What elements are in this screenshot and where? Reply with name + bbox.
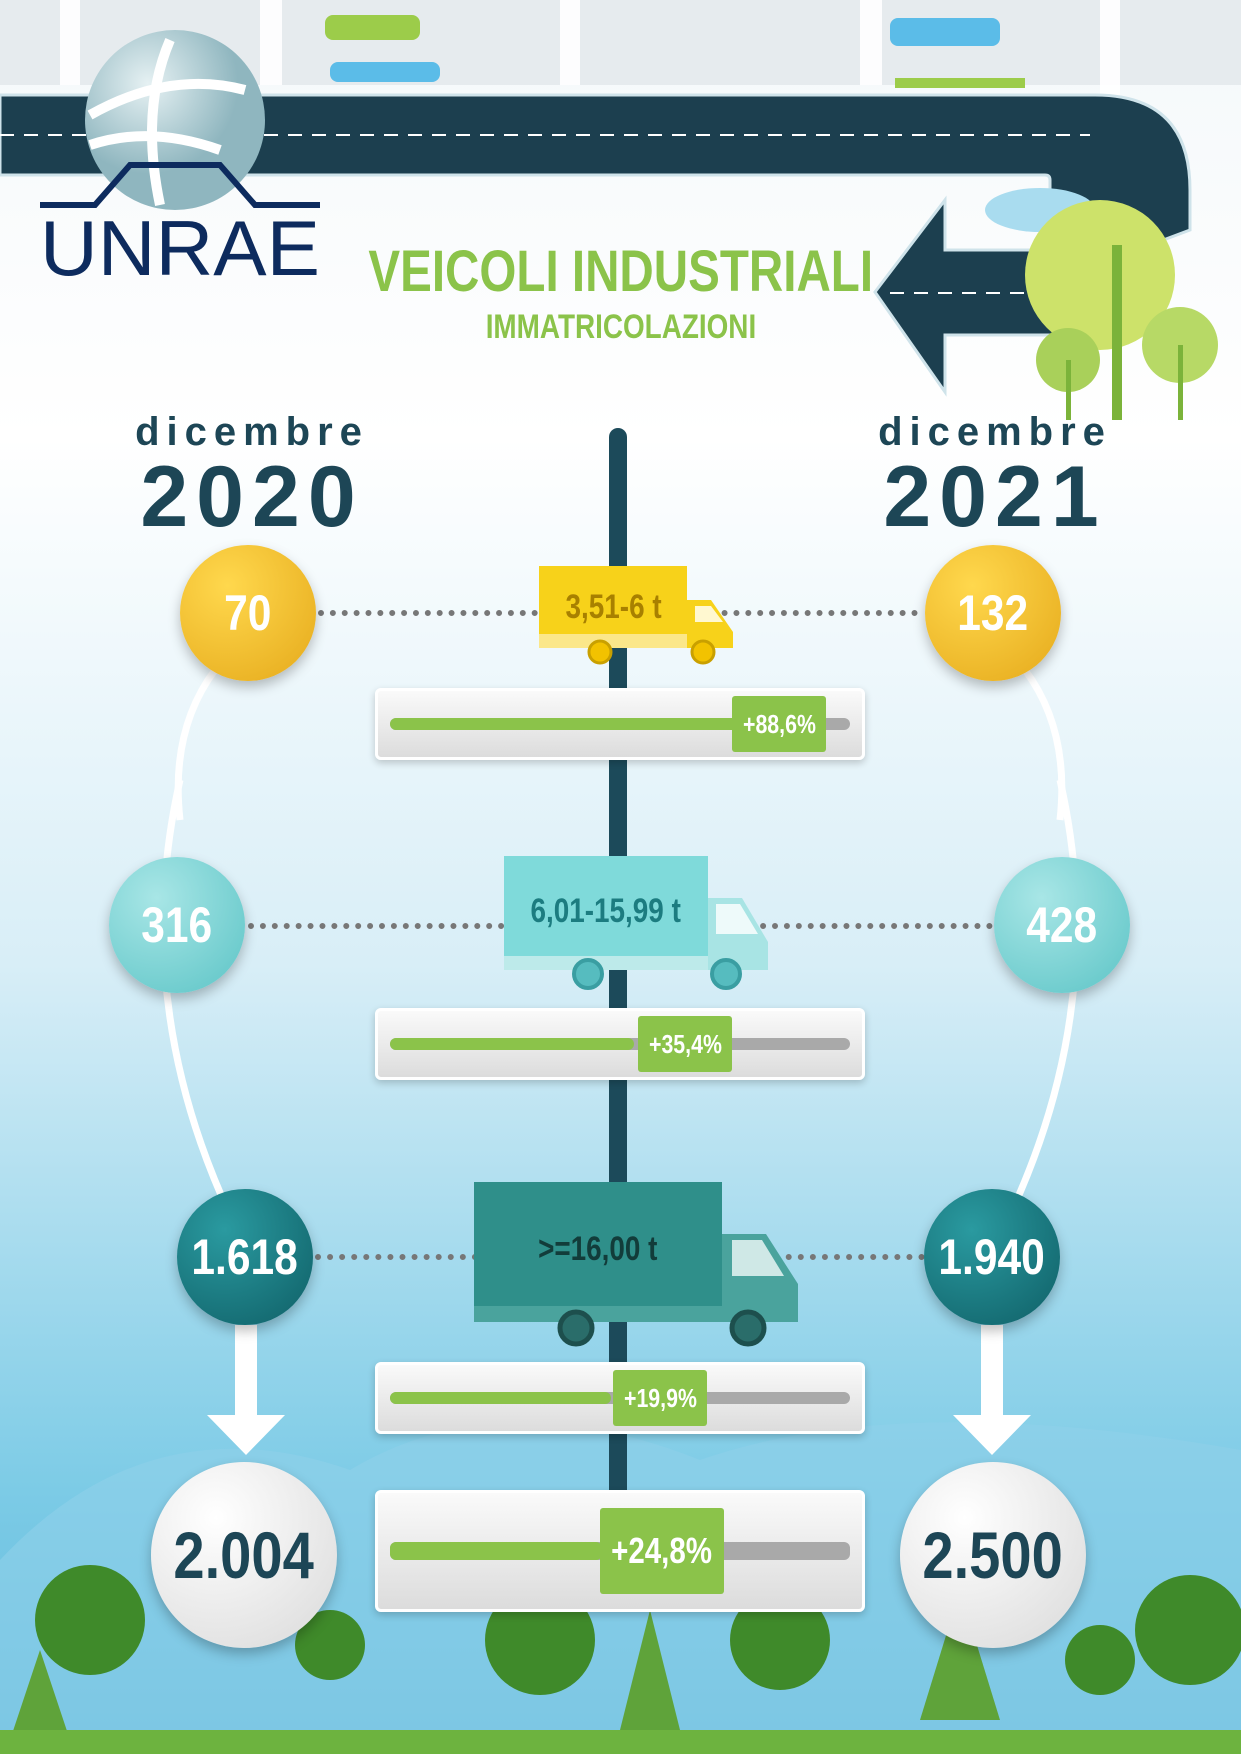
truck-label: >=16,00 t — [538, 1230, 658, 1268]
change-bar-medium: +35,4% — [375, 1008, 865, 1080]
change-bar-total: +24,8% — [375, 1490, 865, 1612]
truck-label: 6,01-15,99 t — [530, 892, 682, 930]
change-bar-large: +19,9% — [375, 1362, 865, 1434]
page-subtitle: IMMATRICOLAZIONI — [485, 308, 756, 346]
change-fill — [390, 1392, 611, 1404]
value-2020-large: 1.618 — [177, 1189, 313, 1325]
total-2021: 2.500 — [900, 1462, 1086, 1648]
globe-icon: UNRAE — [40, 30, 320, 292]
truck-icon-large — [474, 1182, 798, 1347]
period-year-right: 2021 — [883, 449, 1107, 545]
total-2020: 2.004 — [151, 1462, 337, 1648]
truck-icon-medium — [504, 856, 768, 990]
period-year-left: 2020 — [140, 449, 364, 545]
change-badge: +35,4% — [638, 1016, 732, 1072]
change-fill — [390, 1542, 602, 1560]
value-2021-medium: 428 — [994, 857, 1130, 993]
change-fill — [390, 718, 768, 730]
unrae-logo: UNRAE — [30, 30, 340, 292]
change-fill — [390, 1038, 634, 1050]
period-month-right: dicembre — [878, 410, 1112, 454]
change-badge: +88,6% — [732, 696, 826, 752]
change-badge-total: +24,8% — [600, 1508, 724, 1594]
value-2020-medium: 316 — [109, 857, 245, 993]
change-bar-small: +88,6% — [375, 688, 865, 760]
page-title: VEICOLI INDUSTRIALI — [368, 239, 873, 304]
value-2021-large: 1.940 — [924, 1189, 1060, 1325]
truck-icon-small — [539, 566, 733, 665]
value-2021-small: 132 — [925, 545, 1061, 681]
value-2020-small: 70 — [180, 545, 316, 681]
change-badge: +19,9% — [613, 1370, 707, 1426]
period-month-left: dicembre — [135, 410, 369, 454]
logo-text: UNRAE — [40, 204, 320, 290]
truck-label: 3,51-6 t — [565, 588, 663, 626]
